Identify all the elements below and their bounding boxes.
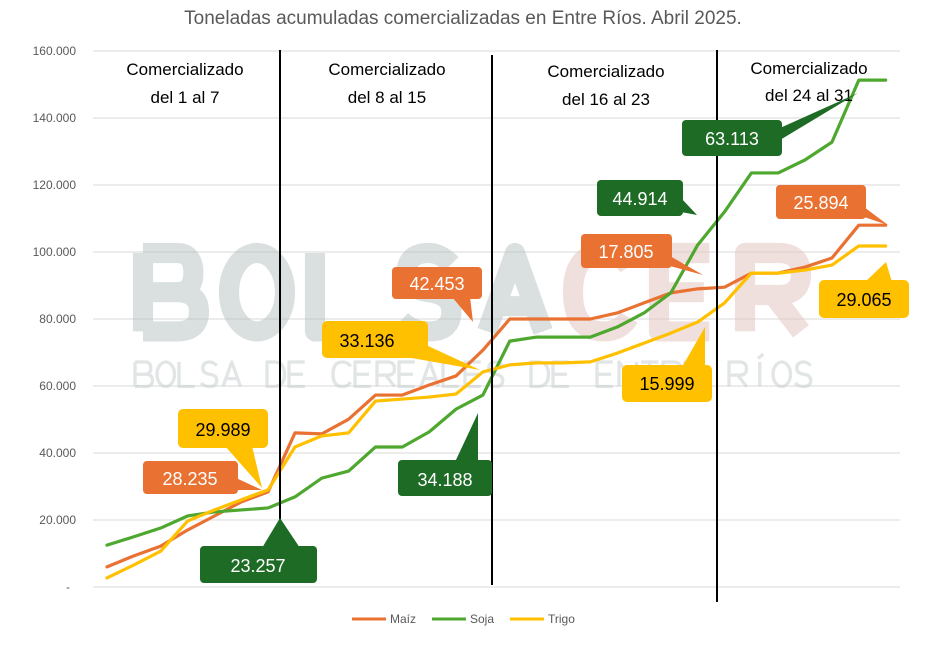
y-tick-label: 140.000 (33, 111, 77, 125)
period-label: del 1 al 7 (151, 88, 220, 107)
callout-maiz-1: 28.235 (143, 461, 262, 494)
period-label: del 16 al 23 (562, 90, 650, 109)
watermark-letter (132, 242, 210, 342)
period-label: Comercializado (126, 60, 243, 79)
svg-text:Trigo: Trigo (548, 612, 575, 626)
watermark-letter (133, 360, 155, 389)
watermark-letter (221, 360, 243, 388)
watermark-letter (218, 242, 296, 342)
y-tick-label: 20.000 (39, 513, 76, 527)
watermark-letter (771, 360, 793, 389)
watermark-letter (353, 360, 371, 389)
svg-text:63.113: 63.113 (705, 129, 759, 149)
watermark-letter (199, 360, 219, 389)
period-label: Comercializado (328, 60, 445, 79)
watermark-letter (331, 360, 352, 389)
callout-maiz-2: 42.453 (392, 267, 482, 322)
svg-text:34.188: 34.188 (417, 470, 472, 490)
legend-item-maiz[interactable]: Maíz (352, 612, 416, 626)
watermark-letter (375, 360, 397, 388)
period-label: del 8 al 15 (348, 88, 426, 107)
watermark-letter (734, 242, 812, 338)
watermark-letter (177, 362, 195, 389)
y-axis-ticks: - 20.000 40.000 60.000 80.000 100.000 120.000 1… (33, 44, 77, 594)
svg-text:Soja: Soja (470, 612, 494, 626)
watermark-letter (485, 360, 505, 389)
y-tick-label: 120.000 (33, 178, 77, 192)
callout-soja-3: 44.914 (597, 180, 697, 216)
watermark-letter (441, 362, 459, 389)
y-tick-label: 160.000 (33, 44, 77, 58)
watermark-letter (419, 360, 441, 388)
watermark-letter (287, 360, 305, 389)
callout-soja-1: 23.257 (200, 518, 317, 583)
callout-trigo-4: 29.065 (819, 262, 909, 318)
watermark-letter (265, 360, 287, 389)
svg-text:29.065: 29.065 (836, 290, 891, 310)
watermark-letter (595, 360, 613, 389)
legend-item-soja[interactable]: Soja (432, 612, 494, 626)
svg-text:25.894: 25.894 (793, 193, 848, 213)
svg-text:33.136: 33.136 (339, 331, 394, 351)
svg-text:Maíz: Maíz (390, 612, 416, 626)
watermark-letter (155, 360, 177, 389)
watermark-letter (727, 360, 749, 388)
callout-maiz-4: 25.894 (776, 185, 888, 225)
svg-text:17.805: 17.805 (598, 242, 653, 262)
callout-soja-2: 34.188 (398, 413, 492, 496)
svg-text:44.914: 44.914 (612, 189, 667, 209)
y-tick-label: 80.000 (39, 312, 76, 326)
callout-trigo-2: 33.136 (322, 321, 480, 370)
series-lines (105, 78, 888, 580)
y-tick-label: 60.000 (39, 379, 76, 393)
callout-trigo-3: 15.999 (622, 327, 712, 402)
watermark-letter (756, 352, 765, 387)
svg-text:15.999: 15.999 (639, 374, 694, 394)
callout-trigo-1: 29.989 (178, 409, 268, 488)
svg-text:29.989: 29.989 (195, 420, 250, 440)
callout-maiz-3: 17.805 (581, 234, 703, 275)
svg-text:23.257: 23.257 (230, 556, 285, 576)
svg-text:42.453: 42.453 (409, 274, 464, 294)
series-line-trigo (105, 244, 888, 580)
legend: Maíz Soja Trigo (352, 612, 575, 626)
watermark-letter (529, 360, 551, 389)
watermark-letter (551, 360, 569, 389)
period-label: Comercializado (750, 59, 867, 78)
y-tick-label: 40.000 (39, 446, 76, 460)
watermark-letter (304, 253, 366, 342)
y-tick-label: 100.000 (33, 245, 77, 259)
svg-text:28.235: 28.235 (162, 469, 217, 489)
watermark-letter (793, 360, 813, 389)
y-tick-label: - (66, 580, 70, 594)
watermark-letter (397, 360, 415, 389)
period-labels: Comercializado del 1 al 7 Comercializado… (126, 59, 867, 109)
legend-item-trigo[interactable]: Trigo (510, 612, 575, 626)
period-label: del 24 al 31 (765, 86, 853, 105)
watermark-letter (477, 242, 553, 335)
callout-soja-4: 63.113 (682, 93, 858, 156)
chart-title: Toneladas acumuladas comercializadas en … (184, 8, 742, 29)
period-label: Comercializado (547, 62, 664, 81)
